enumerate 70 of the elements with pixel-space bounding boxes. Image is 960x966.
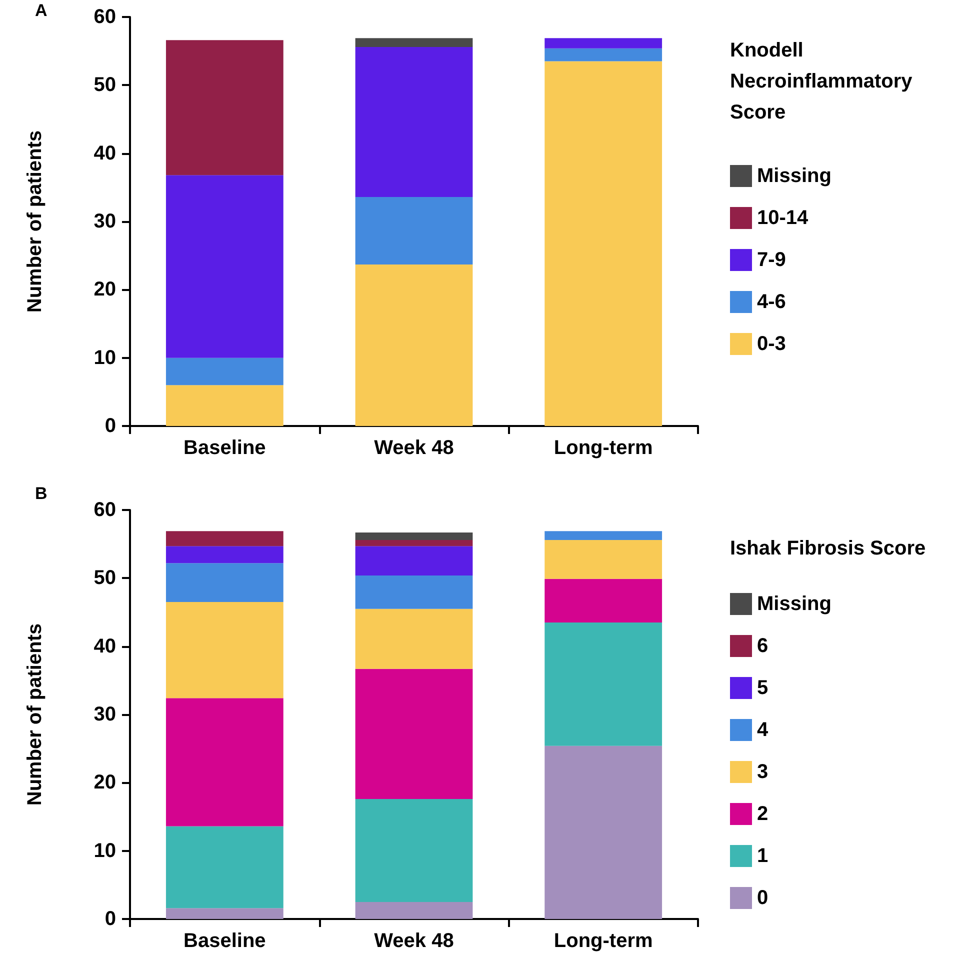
legend-label: 5 — [757, 677, 768, 699]
bar — [355, 46, 473, 197]
y-tick-label: 0 — [104, 908, 116, 930]
bar — [355, 38, 473, 47]
legend-title: Ishak Fibrosis Score — [730, 538, 926, 560]
bar — [355, 532, 473, 540]
y-tick-label: 0 — [104, 415, 116, 437]
bar — [544, 622, 662, 746]
bar — [355, 902, 473, 919]
bar — [166, 826, 284, 908]
bar — [355, 608, 473, 669]
x-tick-label: Long-term — [554, 437, 653, 459]
bar — [166, 40, 284, 176]
x-tick-label: Baseline — [184, 437, 266, 459]
legend-label: 1 — [757, 845, 768, 867]
bar — [166, 385, 284, 426]
legend-label: Missing — [757, 593, 832, 615]
bar — [166, 175, 284, 358]
bar — [544, 531, 662, 540]
legend-label: 4 — [757, 719, 769, 741]
bar — [166, 546, 284, 564]
legend-label: 10-14 — [757, 207, 810, 229]
bar — [544, 540, 662, 579]
bar — [355, 196, 473, 264]
legend-title: Knodell Necroinflammatory Score — [730, 40, 918, 124]
legend-label: 0-3 — [757, 333, 786, 355]
bar — [355, 264, 473, 426]
text: B — [35, 484, 48, 503]
bar — [166, 358, 284, 386]
bar — [544, 38, 662, 48]
y-axis-title: Number of patients — [24, 623, 46, 806]
x-tick-label: Baseline — [184, 930, 266, 952]
y-tick-label: 40 — [94, 142, 116, 164]
bar — [355, 546, 473, 576]
x-tick-label: Week 48 — [374, 437, 454, 459]
y-tick-label: 60 — [94, 499, 116, 521]
bar — [355, 575, 473, 609]
y-tick-label: 30 — [94, 704, 116, 726]
bar — [544, 746, 662, 919]
bar — [355, 799, 473, 902]
bar — [544, 578, 662, 622]
y-tick-label: 50 — [94, 567, 116, 590]
bar — [166, 698, 284, 826]
legend-label: 0 — [757, 887, 768, 909]
y-tick-label: 10 — [94, 840, 116, 862]
legend-label: Missing — [757, 165, 832, 187]
bar — [544, 48, 662, 62]
y-tick-label: 50 — [94, 74, 116, 96]
y-tick-label: 20 — [94, 772, 116, 794]
legend-label: 3 — [757, 761, 768, 783]
legend-label: 4-6 — [757, 291, 786, 313]
text: A — [35, 1, 48, 20]
legend-label: 2 — [757, 803, 768, 825]
bar — [166, 908, 284, 919]
y-tick-label: 10 — [94, 346, 116, 369]
bar — [355, 668, 473, 800]
bar — [355, 540, 473, 546]
bar — [544, 61, 662, 426]
y-axis-title: Number of patients — [24, 130, 46, 313]
y-tick-label: 60 — [94, 6, 116, 28]
x-tick-label: Long-term — [554, 930, 653, 952]
bar — [166, 531, 284, 546]
y-tick-label: 40 — [94, 635, 116, 658]
y-tick-label: 20 — [94, 278, 116, 301]
legend-label: 7-9 — [757, 249, 786, 271]
bar — [166, 602, 284, 698]
y-tick-label: 30 — [94, 210, 116, 232]
legend-label: 6 — [757, 635, 768, 657]
bar — [166, 563, 284, 602]
x-tick-label: Week 48 — [374, 930, 454, 952]
